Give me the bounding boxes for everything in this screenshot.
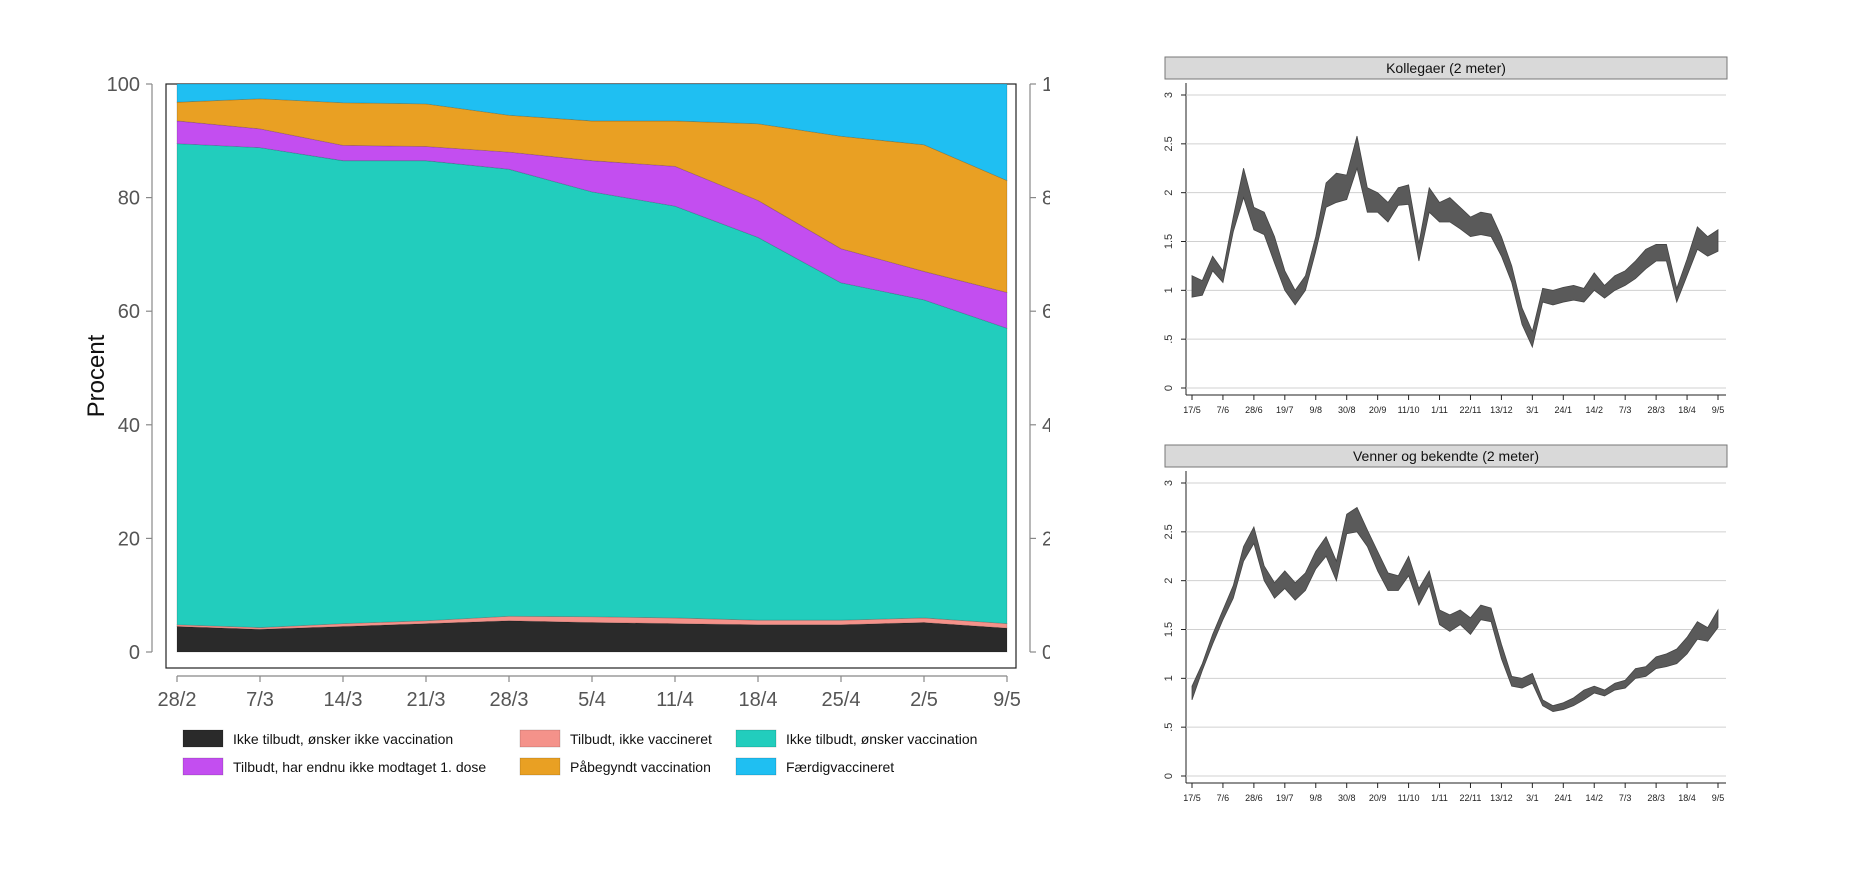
legend-label: Tilbudt, har endnu ikke modtaget 1. dose bbox=[233, 759, 486, 775]
confidence-band bbox=[1191, 135, 1719, 349]
x-tick-label: 25/4 bbox=[822, 689, 861, 711]
x-tick-label: 11/4 bbox=[656, 689, 693, 711]
panel-y-tick-label: 1.5 bbox=[1163, 234, 1175, 249]
legend-swatch bbox=[519, 757, 561, 776]
panel-x-tick-label: 9/8 bbox=[1310, 405, 1323, 415]
legend-label: Ikke tilbudt, ønsker vaccination bbox=[786, 731, 977, 747]
panel-x-tick-label: 7/6 bbox=[1217, 793, 1230, 803]
panel-x-tick-label: 20/9 bbox=[1369, 793, 1387, 803]
panel-x-tick-label: 18/4 bbox=[1678, 405, 1696, 415]
panel-x-tick-label: 19/7 bbox=[1276, 405, 1294, 415]
y-tick-label-left: 40 bbox=[118, 415, 140, 437]
x-tick-label: 9/5 bbox=[993, 689, 1021, 711]
panel-x-tick-label: 13/12 bbox=[1490, 405, 1513, 415]
panel-x-tick-label: 24/1 bbox=[1555, 405, 1573, 415]
panel-y-tick-label: .5 bbox=[1163, 335, 1175, 344]
legend-swatch bbox=[182, 757, 224, 776]
area-series-2 bbox=[176, 143, 1008, 628]
panel-y-tick-label: 1.5 bbox=[1163, 622, 1175, 637]
area-series-0 bbox=[176, 620, 1008, 653]
x-tick-label: 18/4 bbox=[739, 689, 778, 711]
x-tick-label: 7/3 bbox=[246, 689, 274, 711]
panel-x-tick-label: 1/11 bbox=[1431, 793, 1448, 803]
y-tick-label-right: 40 bbox=[1042, 415, 1050, 437]
panel-y-tick-label: .5 bbox=[1163, 723, 1175, 732]
panel-x-tick-label: 22/11 bbox=[1460, 793, 1482, 803]
panel-title: Venner og bekendte (2 meter) bbox=[1353, 448, 1539, 464]
y-tick-label-left: 100 bbox=[107, 74, 140, 96]
panel-title-box bbox=[1164, 444, 1728, 468]
panel-x-tick-label: 19/7 bbox=[1276, 793, 1294, 803]
panel-x-tick-label: 17/5 bbox=[1183, 793, 1201, 803]
x-tick-label: 2/5 bbox=[910, 689, 938, 711]
panel-x-tick-label: 22/11 bbox=[1460, 405, 1482, 415]
panel-x-tick-label: 30/8 bbox=[1338, 793, 1356, 803]
legend-label: Ikke tilbudt, ønsker ikke vaccination bbox=[233, 731, 453, 747]
y-tick-label-right: 60 bbox=[1042, 301, 1050, 323]
panel-x-tick-label: 3/1 bbox=[1526, 793, 1539, 803]
y-tick-label-right: 100 bbox=[1042, 74, 1050, 96]
y-axis-title: Procent bbox=[83, 334, 110, 417]
legend-label: Færdigvaccineret bbox=[786, 759, 894, 775]
legend-label: Tilbudt, ikke vaccineret bbox=[570, 731, 712, 747]
panel-x-tick-label: 7/3 bbox=[1619, 793, 1632, 803]
area-series-5 bbox=[176, 83, 1008, 182]
panel-x-tick-label: 1/11 bbox=[1431, 405, 1448, 415]
y-tick-label-left: 20 bbox=[118, 528, 140, 550]
x-tick-label: 28/3 bbox=[490, 689, 529, 711]
panel-x-tick-label: 9/8 bbox=[1310, 793, 1323, 803]
panel-title-box bbox=[1164, 56, 1728, 80]
y-tick-label-left: 0 bbox=[129, 642, 140, 664]
panel-x-tick-label: 11/10 bbox=[1398, 793, 1420, 803]
panel-y-tick-label: 2 bbox=[1163, 190, 1175, 196]
panel-y-tick-label: 1 bbox=[1163, 675, 1175, 681]
x-tick-label: 5/4 bbox=[578, 689, 606, 711]
panel-x-tick-label: 14/2 bbox=[1585, 793, 1603, 803]
panel-plot-bg bbox=[1186, 471, 1726, 785]
panel-x-tick-label: 28/3 bbox=[1647, 793, 1665, 803]
panel-title: Kollegaer (2 meter) bbox=[1386, 60, 1506, 76]
panel-x-tick-label: 28/6 bbox=[1245, 405, 1263, 415]
panel-x-tick-label: 7/3 bbox=[1619, 405, 1632, 415]
x-tick-label: 14/3 bbox=[324, 689, 363, 711]
panel-plot-bg bbox=[1186, 83, 1726, 397]
panel-x-tick-label: 14/2 bbox=[1585, 405, 1603, 415]
panel-y-tick-label: 0 bbox=[1163, 773, 1175, 779]
panel-y-tick-label: 2.5 bbox=[1163, 136, 1175, 151]
panel-x-tick-label: 3/1 bbox=[1526, 405, 1539, 415]
y-tick-label-left: 60 bbox=[118, 301, 140, 323]
panel-x-tick-label: 7/6 bbox=[1217, 405, 1230, 415]
y-tick-label-right: 80 bbox=[1042, 188, 1050, 210]
panel-x-tick-label: 13/12 bbox=[1490, 793, 1513, 803]
x-tick-label: 28/2 bbox=[158, 689, 197, 711]
panel-y-tick-label: 1 bbox=[1163, 287, 1175, 293]
panel-x-tick-label: 9/5 bbox=[1712, 405, 1725, 415]
panel-x-tick-label: 11/10 bbox=[1398, 405, 1420, 415]
panel-x-tick-label: 9/5 bbox=[1712, 793, 1725, 803]
legend-label: Påbegyndt vaccination bbox=[570, 759, 711, 775]
y-tick-label-left: 80 bbox=[118, 188, 140, 210]
y-tick-label-right: 0 bbox=[1042, 642, 1050, 664]
panel-x-tick-label: 28/3 bbox=[1647, 405, 1665, 415]
legend-swatch bbox=[519, 729, 561, 748]
panel-y-tick-label: 3 bbox=[1163, 92, 1175, 98]
legend-swatch bbox=[182, 729, 224, 748]
y-tick-label-right: 20 bbox=[1042, 528, 1050, 550]
stacked-area-chart: 0 0 20 20 40 40 60 60 80 80 100 100 28/2 7/3 14/3 21/3 2… bbox=[83, 74, 1050, 776]
panel-x-tick-label: 20/9 bbox=[1369, 405, 1387, 415]
legend-swatch bbox=[735, 729, 777, 748]
panel-x-tick-label: 28/6 bbox=[1245, 793, 1263, 803]
panel-y-tick-label: 2.5 bbox=[1163, 524, 1175, 539]
panel-x-tick-label: 18/4 bbox=[1678, 793, 1696, 803]
legend-swatch bbox=[735, 757, 777, 776]
panel-y-tick-label: 2 bbox=[1163, 578, 1175, 584]
panel-x-tick-label: 17/5 bbox=[1183, 405, 1201, 415]
panel-y-tick-label: 3 bbox=[1163, 480, 1175, 486]
panel-x-tick-label: 30/8 bbox=[1338, 405, 1356, 415]
panel-y-tick-label: 0 bbox=[1163, 385, 1175, 391]
confidence-band bbox=[1191, 506, 1719, 712]
x-tick-label: 21/3 bbox=[407, 689, 446, 711]
panel-x-tick-label: 24/1 bbox=[1555, 793, 1573, 803]
